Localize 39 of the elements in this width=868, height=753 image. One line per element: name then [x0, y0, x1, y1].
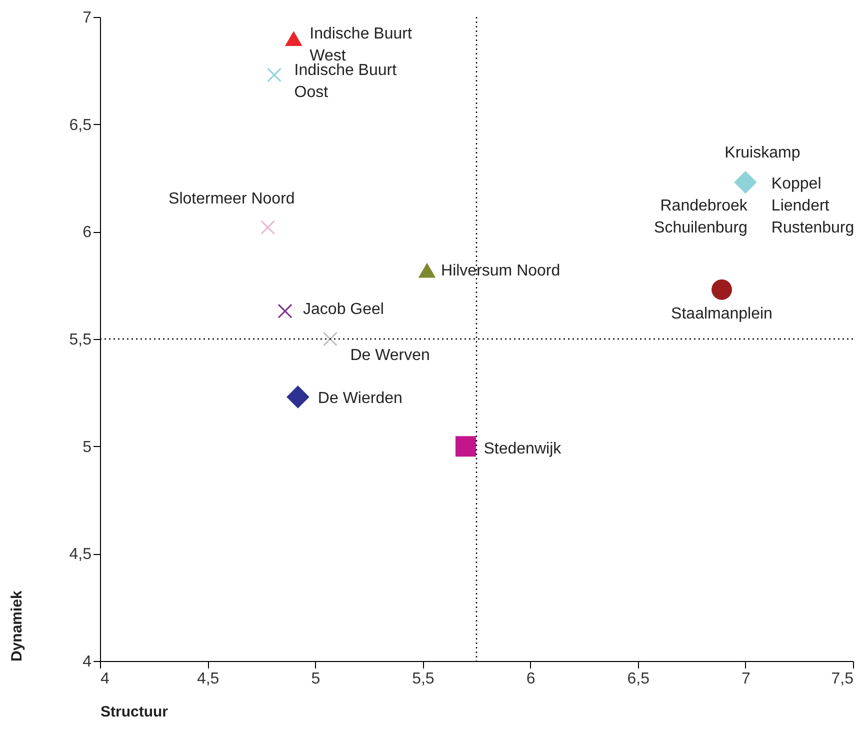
x-tick-label: 5,5 — [412, 670, 434, 688]
x-tick-label: 4,5 — [196, 670, 220, 688]
point — [455, 436, 476, 457]
y-tick-label: 4 — [82, 654, 92, 670]
y-tick-label: 6,5 — [69, 116, 92, 134]
series-label: Indische Buurt Oost — [294, 62, 398, 101]
y-tick-label: 5,5 — [69, 332, 92, 348]
series-label: Kruiskamp — [724, 144, 800, 162]
point — [418, 262, 436, 278]
series-label: Hilversum Noord — [441, 262, 560, 280]
point — [734, 170, 757, 194]
point — [712, 279, 732, 300]
point — [322, 332, 338, 346]
series-label: Staalmanplein — [671, 306, 772, 323]
point — [266, 68, 282, 82]
y-tick-label: 6 — [82, 224, 92, 242]
annotation: Koppel Liendert Rustenburg — [771, 175, 854, 236]
series-label: Jacob Geel — [303, 301, 384, 318]
y-tick-label: 5 — [82, 438, 92, 456]
x-tick-label: 6 — [526, 670, 536, 688]
point — [284, 30, 302, 46]
series-label: Slotermeer Noord — [168, 190, 295, 208]
series-label: Indische Buurt West — [310, 25, 412, 64]
x-tick-label: 4 — [100, 670, 110, 688]
annotation: Randebroek Schuilenburg — [654, 197, 748, 236]
x-tick-label: 6,5 — [627, 670, 650, 688]
series-label: De Werven — [350, 347, 430, 364]
point — [260, 220, 276, 235]
y-tick-label: 7 — [82, 10, 92, 26]
y-tick-label: 4,5 — [69, 546, 92, 564]
point — [278, 304, 292, 318]
x-axis-title: Structuur — [100, 704, 168, 720]
x-tick-label: 5 — [311, 670, 320, 688]
x-tick-label: 7 — [741, 670, 750, 688]
series-label: De Wierden — [318, 390, 402, 407]
y-axis-title: Dynamiek — [8, 590, 26, 662]
series-label: Stedenwijk — [484, 440, 562, 458]
point — [286, 386, 310, 408]
x-tick-label: 7,5 — [831, 670, 854, 688]
